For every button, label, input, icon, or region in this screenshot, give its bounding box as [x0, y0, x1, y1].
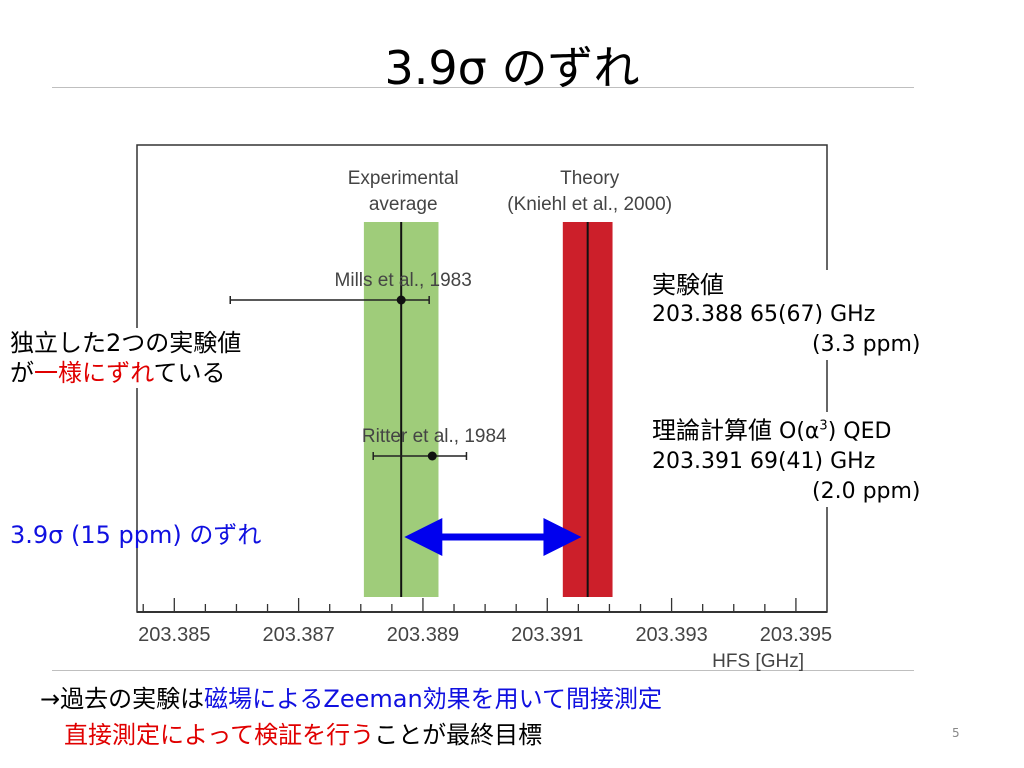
theory-heading: 理論計算値 — [652, 416, 772, 445]
theory-value: 203.391 69(41) GHz — [652, 449, 876, 475]
exp-ppm: (3.3 ppm) — [812, 332, 921, 357]
note-line-1: 独立した2つの実験値 — [10, 329, 242, 357]
theory-heading-line: 理論計算値 O(α3) QED — [652, 412, 982, 447]
x-tick-label: 203.385 — [138, 624, 210, 646]
footer-line-1: →過去の実験は磁場によるZeeman効果を用いて間接測定 — [40, 684, 662, 714]
slide-title: 3.9σ のずれ — [384, 41, 640, 95]
deviation-arrow-head-left — [404, 518, 443, 556]
exp-value: 203.388 65(67) GHz — [652, 302, 876, 327]
independent-experiments-note: 独立した2つの実験値 が一様にずれている — [10, 328, 242, 388]
deviation-label: 3.9σ (15 ppm) のずれ — [10, 521, 262, 549]
footer-line-2: 直接測定によって検証を行うことが最終目標 — [64, 720, 542, 750]
x-tick-label: 203.391 — [511, 624, 583, 646]
note-line-2a: が — [10, 359, 34, 387]
experimental-value-box: 実験値 203.388 65(67) GHz (3.3 ppm) — [652, 270, 952, 360]
exp-heading: 実験値 — [652, 271, 724, 299]
note-line-2-highlight: 一様にずれ — [34, 359, 154, 387]
ritter-label: Ritter et al., 1984 — [362, 426, 507, 447]
mills-point — [396, 295, 406, 305]
ritter-point — [427, 451, 437, 461]
x-tick-label: 203.395 — [760, 624, 832, 646]
theory-value-box: 理論計算値 O(α3) QED 203.391 69(41) GHz (2.0 … — [652, 412, 982, 508]
theory-band-label-2: (Kniehl et al., 2000) — [507, 194, 672, 215]
deviation-arrow-head-right — [543, 518, 582, 556]
page-number: 5 — [952, 726, 960, 740]
theory-order: O(α3) QED — [779, 419, 892, 445]
title-divider — [52, 87, 914, 88]
x-tick-label: 203.393 — [635, 624, 707, 646]
theory-ppm: (2.0 ppm) — [812, 479, 921, 505]
chart-bottom-divider — [52, 670, 914, 671]
x-tick-label: 203.389 — [387, 624, 459, 646]
footer-2b: ことが最終目標 — [374, 721, 543, 749]
note-line-2c: ている — [153, 359, 226, 387]
note-line-2: が一様にずれている — [10, 358, 241, 388]
experimental-band-label-1: Experimental — [348, 168, 459, 189]
theory-band-label-1: Theory — [560, 168, 620, 189]
x-tick-label: 203.387 — [262, 624, 334, 646]
x-axis-title: HFS [GHz] — [712, 651, 804, 672]
footer-1a: →過去の実験は — [40, 685, 205, 713]
mills-label: Mills et al., 1983 — [335, 270, 472, 291]
footer-2a: 直接測定によって検証を行う — [64, 721, 375, 749]
experimental-band-label-2: average — [369, 194, 438, 215]
footer-1b: 磁場によるZeeman効果を用いて間接測定 — [204, 685, 662, 713]
